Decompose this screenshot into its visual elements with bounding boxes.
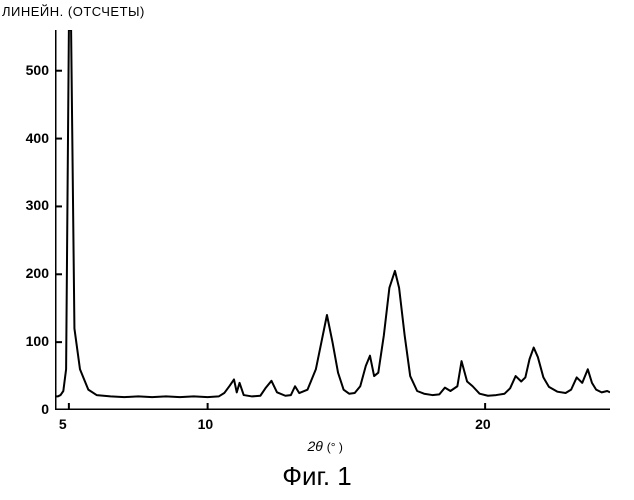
xrd-chart-svg xyxy=(55,30,610,410)
figure-container: ЛИНЕЙН. (ОТСЧЕТЫ) 0 100 200 300 400 500 5 10 20… xyxy=(0,0,634,500)
y-tick-label: 400 xyxy=(13,130,49,146)
y-tick-label: 200 xyxy=(13,265,49,281)
x-tick-label: 5 xyxy=(59,416,67,432)
x-axis-title: 2θ (° ) xyxy=(308,438,343,454)
x-tick-label: 10 xyxy=(198,416,214,432)
x-axis-title-theta: θ xyxy=(315,438,323,454)
y-tick-label: 500 xyxy=(13,62,49,78)
plot-area xyxy=(55,30,610,410)
x-tick-label: 20 xyxy=(475,416,491,432)
y-axis-title: ЛИНЕЙН. (ОТСЧЕТЫ) xyxy=(2,4,145,19)
x-axis-title-unit: (° ) xyxy=(327,440,343,454)
y-tick-label: 100 xyxy=(13,333,49,349)
y-tick-label: 300 xyxy=(13,197,49,213)
y-tick-label: 0 xyxy=(13,401,49,417)
figure-caption: Фиг. 1 xyxy=(0,461,634,492)
